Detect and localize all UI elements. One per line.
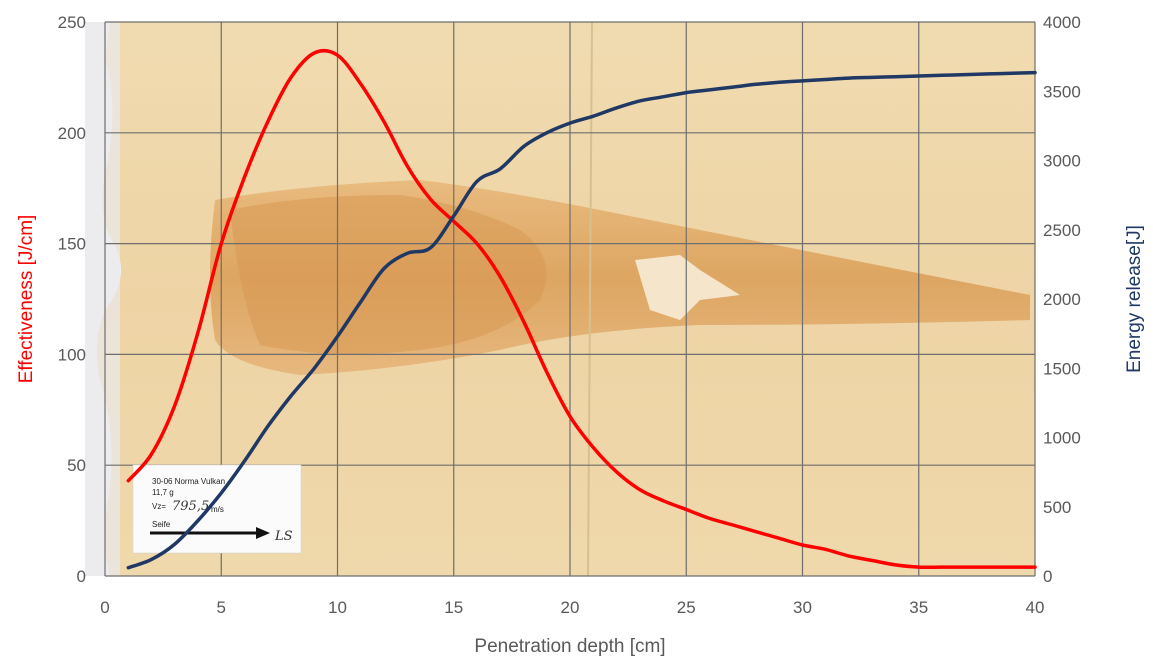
y-tick-label: 200 [58, 124, 86, 143]
card-line1: 30-06 Norma Vulkan [152, 477, 225, 486]
y2-tick-label: 500 [1043, 498, 1071, 517]
photo-card: 30-06 Norma Vulkan 11,7 g Vz= 795,5 m/s … [132, 464, 302, 554]
x-tick-label: 10 [328, 598, 347, 617]
x-tick-label: 0 [100, 598, 109, 617]
card-line4: Seife [152, 520, 171, 529]
x-tick-label: 35 [909, 598, 928, 617]
x-tick-label: 25 [677, 598, 696, 617]
x-tick-label: 40 [1026, 598, 1045, 617]
y2-axis-title: Energy release[J] [1124, 225, 1145, 373]
y-axis-title: Effectiveness [J/cm] [16, 215, 37, 384]
effectiveness-line [126, 48, 1037, 570]
card-line3-unit: m/s [211, 505, 224, 514]
background-photo [85, 21, 1035, 577]
card-line3-value: 795,5 [172, 499, 209, 514]
x-axis-title: Penetration depth [cm] [474, 636, 665, 657]
y2-tick-label: 0 [1043, 567, 1052, 586]
y-tick-label: 50 [67, 456, 86, 475]
ticks-layer: 0 5 10 15 20 25 30 35 40050100150200250050010001… [58, 13, 1081, 617]
x-tick-label: 20 [561, 598, 580, 617]
y2-tick-label: 1000 [1043, 429, 1081, 448]
y-tick-label: 100 [58, 345, 86, 364]
y2-tick-label: 4000 [1043, 13, 1081, 32]
y2-tick-label: 3500 [1043, 82, 1081, 101]
card-arrow-label: LS [274, 529, 293, 544]
card-line2: 11,7 g [152, 488, 174, 497]
x-tick-label: 15 [444, 598, 463, 617]
y-tick-label: 250 [58, 13, 86, 32]
x-tick-label: 5 [217, 598, 226, 617]
series-layer [126, 48, 1037, 570]
y2-tick-label: 3000 [1043, 152, 1081, 171]
energy-release-line [126, 70, 1037, 570]
x-tick-label: 30 [793, 598, 812, 617]
card-line3-prefix: Vz= [152, 502, 166, 511]
y2-tick-label: 2500 [1043, 221, 1081, 240]
arrow-icon [150, 527, 270, 539]
grid [104, 21, 1036, 577]
y-tick-label: 0 [77, 567, 86, 586]
y2-tick-label: 2000 [1043, 290, 1081, 309]
y2-tick-label: 1500 [1043, 359, 1081, 378]
y-tick-label: 150 [58, 235, 86, 254]
